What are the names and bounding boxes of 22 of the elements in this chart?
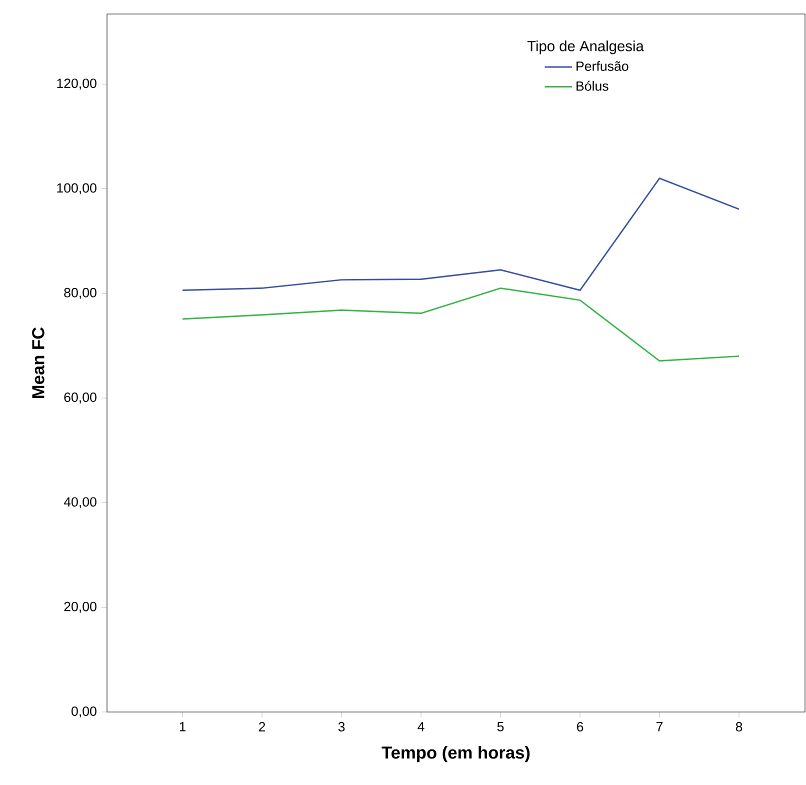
x-tick-label: 5 (497, 722, 504, 732)
x-tick-label: 7 (656, 722, 663, 732)
x-tick-label: 6 (576, 722, 584, 732)
x-tick-label: 1 (180, 722, 186, 732)
y-tick-label: 40,00 (64, 497, 96, 508)
line-series (182, 178, 740, 291)
y-axis-title: Mean FC (32, 327, 44, 398)
legend-label: Bólus (576, 80, 608, 91)
legend-title: Tipo de Analgesia (527, 40, 644, 54)
x-tick-label: 2 (258, 722, 266, 732)
y-tick-label: 60,00 (64, 392, 96, 404)
x-tick-label: 4 (418, 722, 424, 732)
line-series (182, 287, 740, 362)
y-tick-label: 20,00 (64, 602, 96, 613)
y-tick-label: 100,00 (57, 183, 96, 194)
y-tick-label: 80,00 (64, 288, 96, 299)
y-tick-label: 120,00 (57, 78, 96, 90)
legend-label: Perfusão (576, 61, 628, 71)
x-tick-label: 3 (338, 722, 345, 732)
y-tick-label: 0,00 (72, 706, 96, 718)
x-tick-label: 8 (736, 722, 742, 732)
x-axis-title: Tempo (em horas) (382, 746, 530, 762)
